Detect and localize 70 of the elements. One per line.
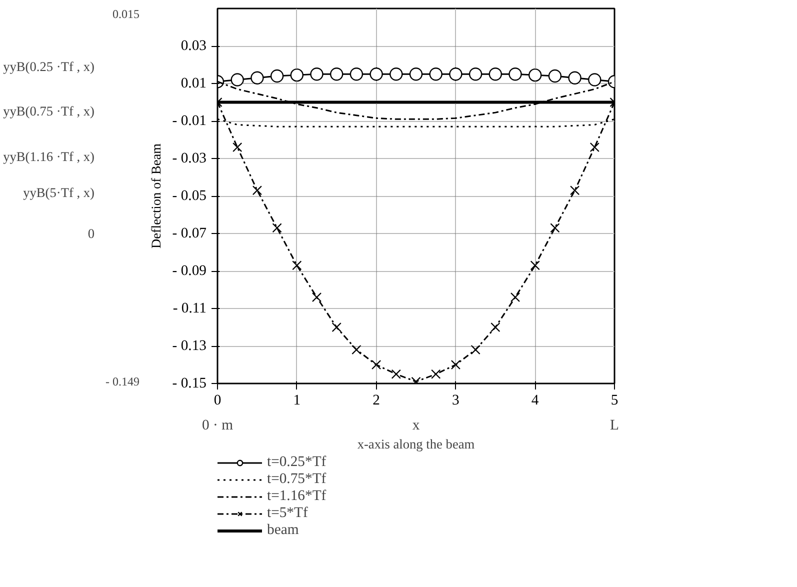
point — [310, 68, 324, 81]
text: - 0.149 — [106, 374, 140, 389]
x-tick-label: 5 — [610, 392, 618, 408]
x-tick-label: 4 — [531, 392, 540, 408]
legend-label: t=5*Tf — [267, 505, 308, 522]
x-tick-label: 3 — [452, 392, 460, 408]
point — [350, 68, 364, 81]
text: yyB(0.75 ·Tf , x) — [3, 104, 95, 119]
point — [232, 142, 242, 152]
point — [312, 292, 322, 302]
x-tick-label: 0 — [214, 392, 222, 408]
y-tick-label: - 0.09 — [172, 263, 207, 279]
point — [429, 68, 442, 81]
point — [290, 68, 304, 82]
point — [292, 260, 302, 270]
y-tick-label: - 0.15 — [172, 376, 207, 392]
point — [470, 344, 480, 355]
point — [570, 186, 580, 196]
point — [409, 68, 423, 81]
y-tick-label: - 0.11 — [172, 300, 207, 316]
point — [510, 292, 520, 302]
legend-label: t=0.75*Tf — [267, 471, 326, 488]
point — [391, 369, 401, 379]
text: 0 · m — [202, 418, 234, 434]
point — [431, 369, 441, 379]
y-tick-label: - 0.13 — [172, 338, 207, 354]
legend-label: t=0.25*Tf — [267, 454, 326, 471]
point — [252, 186, 262, 196]
point — [508, 68, 522, 81]
point — [371, 360, 382, 370]
y-tick-label: - 0.07 — [172, 226, 207, 242]
text: 0.015 — [112, 7, 140, 22]
x-axis-title: x-axis along the beam — [357, 436, 476, 452]
y-tick-label: 0.01 — [180, 76, 207, 92]
point — [352, 344, 362, 355]
point — [568, 71, 582, 84]
y-axis-title: Deflection of Beam — [148, 142, 164, 249]
point — [370, 68, 383, 81]
point — [390, 68, 403, 81]
x-tick-label: 2 — [372, 392, 380, 408]
text: yyB(1.16 ·Tf , x) — [3, 149, 95, 164]
text: x — [412, 418, 420, 434]
point — [468, 68, 482, 81]
legend-label: t=1.16*Tf — [267, 488, 326, 505]
point — [450, 360, 461, 370]
point — [490, 322, 500, 332]
point — [528, 68, 542, 82]
point — [548, 69, 562, 83]
legend-label: beam — [267, 522, 299, 539]
point — [332, 322, 342, 332]
text: L — [610, 418, 620, 434]
point — [488, 68, 502, 81]
point — [330, 68, 344, 81]
point — [230, 73, 244, 86]
x-tick-label: 1 — [293, 392, 301, 408]
y-tick-label: - 0.01 — [172, 113, 207, 129]
point — [449, 68, 462, 81]
point — [272, 223, 282, 233]
text: yyB(0.25 ·Tf , x) — [3, 59, 95, 74]
point — [590, 142, 600, 152]
text: yyB(5·Tf , x) — [23, 184, 94, 200]
point — [250, 71, 264, 84]
y-tick-label: - 0.03 — [172, 150, 207, 166]
y-tick-label: - 0.05 — [172, 188, 207, 204]
point — [550, 223, 560, 233]
text: 0 — [88, 226, 95, 241]
point — [530, 260, 540, 270]
point — [588, 73, 602, 86]
y-tick-label: 0.03 — [180, 38, 207, 54]
point — [270, 69, 284, 83]
